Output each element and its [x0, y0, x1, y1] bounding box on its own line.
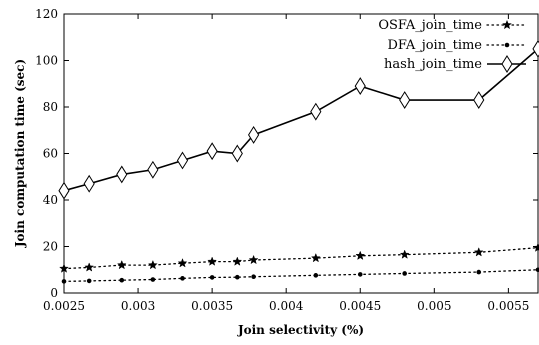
legend-entry: OSFA_join_time — [378, 18, 527, 33]
data-point — [177, 258, 188, 268]
x-axis-title: Join selectivity (%) — [237, 323, 364, 337]
data-point — [399, 91, 411, 109]
legend-marker — [502, 19, 512, 30]
data-point — [150, 277, 156, 282]
series-line — [63, 247, 539, 270]
data-point — [533, 242, 539, 252]
data-point — [532, 39, 539, 58]
data-point — [59, 263, 69, 273]
legend-entry: hash_join_time — [384, 55, 526, 73]
data-point — [232, 256, 243, 266]
data-point — [209, 275, 215, 280]
y-axis-title: Join computation time (sec) — [13, 59, 27, 248]
data-point — [535, 267, 539, 273]
series-line — [63, 269, 539, 283]
data-point — [61, 279, 67, 284]
y-axis: 0 20 40 60 80 100 120 — [35, 7, 538, 300]
data-point — [473, 91, 485, 109]
data-point — [207, 256, 218, 266]
plot-frame — [63, 13, 539, 294]
legend-marker — [504, 42, 510, 48]
series-hash-join-time — [58, 39, 539, 200]
x-tick-label: 0.0055 — [487, 299, 529, 313]
data-point — [248, 125, 260, 144]
legend: OSFA_join_time DFA_join_time hash_join_tim… — [378, 18, 527, 73]
data-point — [116, 259, 127, 270]
data-point — [206, 142, 218, 161]
legend-label: OSFA_join_time — [378, 18, 482, 33]
x-tick-label: 0.0035 — [191, 299, 233, 313]
data-point — [248, 254, 259, 265]
x-tick-label: 0.0025 — [43, 299, 85, 313]
x-tick-label: 0.0045 — [339, 299, 381, 313]
data-point — [84, 262, 95, 272]
data-point — [116, 165, 128, 184]
legend-entry: DFA_join_time — [388, 38, 527, 53]
series-dfa-join-time — [61, 267, 539, 284]
data-point — [355, 250, 366, 261]
data-point — [147, 259, 158, 270]
legend-label: DFA_join_time — [388, 38, 483, 53]
series-layer — [58, 39, 539, 284]
data-point — [231, 144, 243, 163]
data-point — [476, 269, 482, 275]
data-point — [147, 160, 159, 179]
y-tick-label: 120 — [35, 7, 58, 21]
data-point — [58, 181, 70, 200]
x-tick-label: 0.004 — [269, 299, 304, 313]
data-point — [119, 277, 125, 283]
data-point — [313, 273, 319, 278]
data-point — [354, 77, 366, 96]
x-tick-label: 0.005 — [417, 299, 451, 313]
y-tick-label: 100 — [35, 54, 58, 68]
series-osfa-join-time — [59, 242, 539, 273]
x-axis: 0.0025 0.003 0.0035 0.004 0.0045 0.005 0.0055 — [43, 14, 529, 313]
data-point — [473, 247, 484, 257]
data-point — [357, 272, 363, 277]
legend-marker — [501, 55, 513, 73]
data-point — [176, 151, 189, 170]
data-point — [86, 278, 92, 284]
y-tick-label: 80 — [43, 100, 58, 114]
data-point — [310, 252, 321, 263]
y-tick-label: 20 — [43, 240, 58, 254]
data-point — [83, 174, 95, 193]
data-point — [235, 274, 240, 280]
legend-label: hash_join_time — [384, 57, 482, 72]
y-tick-label: 40 — [43, 193, 58, 207]
data-point — [402, 271, 407, 276]
x-tick-label: 0.003 — [121, 299, 155, 313]
data-point — [251, 274, 256, 280]
y-tick-label: 0 — [50, 286, 58, 300]
data-point — [399, 249, 410, 259]
y-tick-label: 60 — [43, 147, 58, 161]
data-point — [310, 102, 322, 121]
data-point — [180, 276, 185, 281]
